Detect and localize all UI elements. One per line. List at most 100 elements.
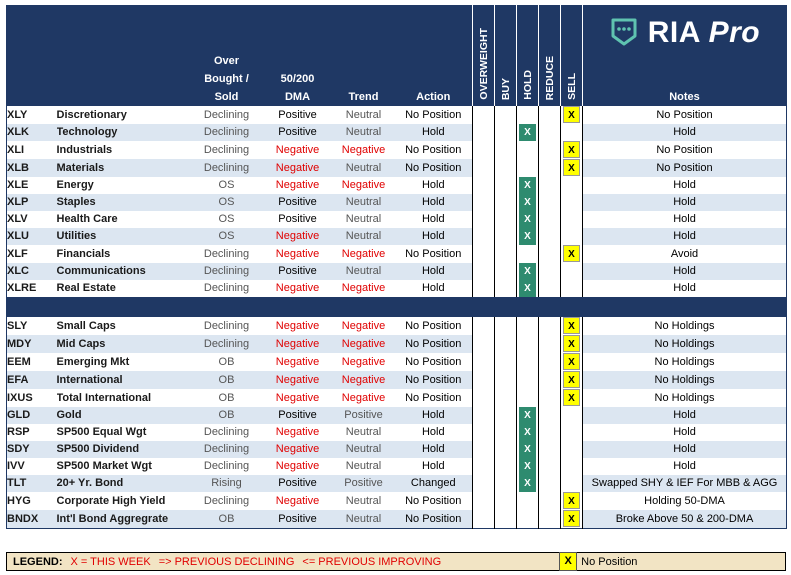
name-cell: Gold xyxy=(56,407,191,424)
dma-cell: Positive xyxy=(262,475,333,492)
ticker-cell: TLT xyxy=(6,475,57,492)
ticker-cell: XLY xyxy=(7,108,28,121)
notes-cell: No Holdings xyxy=(654,319,715,332)
signal-overweight-cell xyxy=(472,280,495,297)
dma-cell: Negative xyxy=(262,441,333,458)
ticker-cell: BNDX xyxy=(6,510,57,529)
name-cell: Communications xyxy=(56,263,191,280)
action-cell: Hold xyxy=(421,213,445,225)
overbought-cell: Declining xyxy=(190,263,263,280)
table-row: RSP SP500 Equal Wgt Declining Negative Neutr… xyxy=(7,424,787,441)
header-buy: BUY xyxy=(494,5,517,106)
signal-sell-cell xyxy=(560,280,583,297)
name-cell: Mid Caps xyxy=(56,335,191,353)
table-row: XLV Health Care OS Positive Neutral Hold X Hold xyxy=(7,211,787,228)
sell-mark: X xyxy=(563,510,580,527)
signal-sell-cell: X xyxy=(560,141,583,159)
signal-buy-cell xyxy=(494,211,517,228)
ticker-cell: IXUS xyxy=(7,391,33,404)
dma-cell: Negative xyxy=(275,494,320,507)
table-row: IVV SP500 Market Wgt Declining Negative Neut… xyxy=(7,458,787,475)
sell-mark: X xyxy=(563,492,580,509)
trend-cell: Positive xyxy=(332,407,395,424)
notes-cell: Hold xyxy=(673,426,696,438)
signal-buy-cell xyxy=(494,177,517,194)
action-cell: No Position xyxy=(405,319,462,332)
table-row: XLE Energy OS Negative Negative Hold X Hold xyxy=(7,177,787,194)
signal-hold-cell xyxy=(516,245,539,263)
signal-hold-cell: X xyxy=(516,124,539,141)
header-row: Over Bought / Sold 50/200 DMA Trend Acti… xyxy=(6,5,787,106)
trend-cell: Neutral xyxy=(345,213,382,225)
signal-overweight-cell xyxy=(472,335,495,353)
signal-sell-cell xyxy=(560,177,583,194)
sectors-section: XLY Discretionary Declining Positive Neutral… xyxy=(6,106,787,297)
header-buy-text: BUY xyxy=(499,77,512,100)
table-row: IXUS Total International OB Negative Negativ… xyxy=(7,389,787,407)
signal-hold-cell: X xyxy=(516,177,539,194)
dma-cell: Negative xyxy=(275,319,320,332)
legend-prev-declining: => PREVIOUS DECLINING xyxy=(158,555,295,568)
signal-hold-cell xyxy=(516,353,539,371)
overbought-cell: Rising xyxy=(190,475,263,492)
signal-reduce-cell xyxy=(538,492,561,510)
dma-cell: Negative xyxy=(275,143,320,156)
overbought-cell: OS xyxy=(218,179,235,191)
header-hold-text: HOLD xyxy=(521,70,534,100)
table-row: XLY Discretionary Declining Positive Neutral… xyxy=(7,106,787,124)
overbought-cell: OB xyxy=(218,391,235,404)
shield-chat-icon xyxy=(611,18,637,46)
overbought-cell: Declining xyxy=(203,143,250,156)
sell-mark: X xyxy=(563,389,580,406)
signal-hold-cell xyxy=(516,335,539,353)
notes-cell: No Position xyxy=(656,143,713,156)
signal-overweight-cell xyxy=(472,407,495,424)
notes-cell: Hold xyxy=(582,194,787,211)
trend-cell: Neutral xyxy=(332,194,395,211)
dma-cell: Positive xyxy=(278,108,317,121)
signal-sell-cell xyxy=(560,424,583,441)
signal-overweight-cell xyxy=(472,177,495,194)
signal-buy-cell xyxy=(494,159,517,177)
trend-cell: Neutral xyxy=(332,124,395,141)
legend-prev-improving: <= PREVIOUS IMPROVING xyxy=(302,555,442,568)
signal-reduce-cell xyxy=(538,335,561,353)
dma-cell: Positive xyxy=(278,213,317,225)
table-row: XLRE Real Estate Declining Negative Negative… xyxy=(7,280,787,297)
header-overweight-text: OVERWEIGHT xyxy=(477,28,490,100)
notes-cell: Hold xyxy=(673,179,696,191)
signal-buy-cell xyxy=(494,458,517,475)
action-cell: No Position xyxy=(405,391,462,404)
signal-buy-cell xyxy=(494,280,517,297)
signal-buy-cell xyxy=(494,353,517,371)
legend-box-label: No Position xyxy=(581,555,638,568)
trend-cell: Negative xyxy=(341,247,386,260)
signal-reduce-cell xyxy=(538,177,561,194)
name-cell: Discretionary xyxy=(56,108,127,121)
overbought-cell: OS xyxy=(190,194,263,211)
signal-hold-cell xyxy=(516,159,539,177)
header-sell: SELL xyxy=(560,5,583,106)
signal-hold-cell xyxy=(516,106,539,124)
signal-overweight-cell xyxy=(472,245,495,263)
signal-hold-cell xyxy=(516,389,539,407)
trend-cell: Negative xyxy=(332,335,395,353)
ticker-cell: GLD xyxy=(6,407,57,424)
ticker-cell: HYG xyxy=(7,494,31,507)
name-cell: Emerging Mkt xyxy=(56,355,130,368)
hold-mark: X xyxy=(519,211,536,228)
table-row: XLP Staples OS Positive Neutral Hold X Hold xyxy=(6,194,787,211)
trend-cell: Neutral xyxy=(345,494,382,507)
ticker-cell: XLB xyxy=(6,159,57,177)
signal-reduce-cell xyxy=(538,441,561,458)
signal-hold-cell: X xyxy=(516,407,539,424)
signal-reduce-cell xyxy=(538,510,561,529)
trend-cell: Negative xyxy=(341,179,386,191)
hold-mark: X xyxy=(519,228,536,245)
action-cell: No Position xyxy=(394,510,473,529)
ticker-cell: XLU xyxy=(6,228,57,245)
ticker-cell: SDY xyxy=(6,441,57,458)
signal-sell-cell: X xyxy=(560,389,583,407)
overbought-cell: Declining xyxy=(203,426,250,438)
action-cell: Hold xyxy=(394,124,473,141)
